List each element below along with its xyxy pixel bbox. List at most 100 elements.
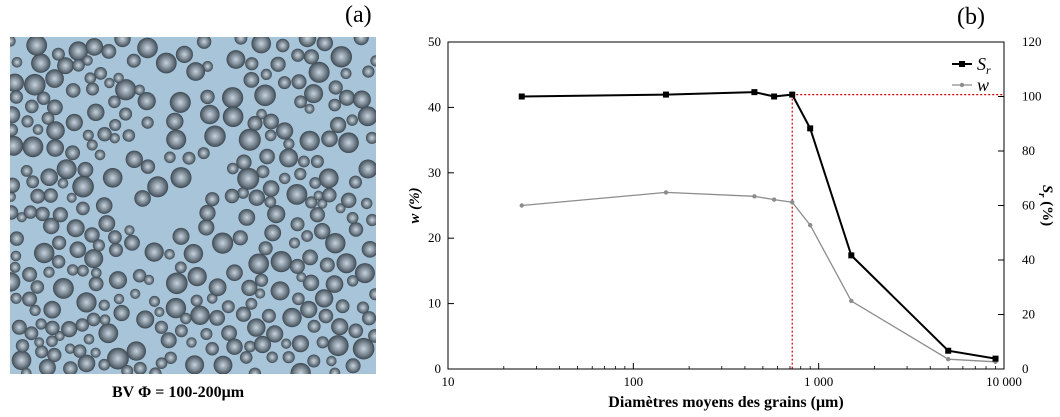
data-point-s [518,93,525,100]
data-point-w [807,222,813,228]
micrograph-bead [10,73,24,92]
micrograph-bead [95,197,113,214]
micrograph-bead [140,159,156,174]
micrograph-bead [259,148,275,165]
micrograph-bead [65,83,81,98]
micrograph-bead [107,347,129,370]
micrograph-bead [308,61,330,83]
micrograph-bead [113,72,124,84]
micrograph-bead [133,361,147,374]
micrograph-bead [187,267,207,287]
data-point-s [807,125,814,132]
y-left-tick-label: 20 [428,230,441,245]
micrograph-bead [325,233,346,254]
series-line-s [521,91,996,360]
micrograph-bead [296,272,307,283]
micrograph-bead [109,271,127,290]
micrograph-bead [294,167,307,181]
micrograph-bead [208,278,227,297]
micrograph-bead [90,347,101,358]
micrograph-bead [341,192,357,208]
micrograph-bead [352,337,375,360]
micrograph-bead [222,87,244,109]
micrograph-bead [180,312,192,325]
micrograph-bead [302,249,318,266]
micrograph-bead [267,205,286,224]
micrograph-bead [335,203,346,214]
micrograph-bead [108,95,121,109]
micrograph-bead [258,241,273,256]
micrograph-bead [365,131,376,144]
plot-frame [447,41,1005,370]
micrograph-bead [281,338,292,349]
series-line-w [521,191,996,363]
x-axis-label: Diamètres moyens des grains (μm) [608,394,843,411]
micrograph-bead [336,253,357,274]
micrograph-bead [266,351,278,363]
micrograph-bead [309,177,322,189]
micrograph-bead [10,250,22,262]
micrograph-bead [101,44,117,59]
micrograph-bead [166,272,188,295]
micrograph-bead [224,188,240,204]
micrograph-bead [183,244,204,264]
micrograph-bead [38,359,56,374]
micrograph-bead [338,132,359,153]
micrograph-bead [51,47,65,61]
micrograph-bead [256,165,270,179]
micrograph-bead [104,77,115,89]
micrograph-bead [94,67,107,80]
micrograph-bead [243,72,260,88]
micrograph-bead [52,235,67,250]
micrograph-bead [87,103,105,122]
micrograph-bead [340,68,352,79]
micrograph-bead [298,37,317,48]
micrograph-bead [56,159,77,180]
micrograph-bead [248,189,265,206]
micrograph-bead [283,138,295,150]
micrograph-bead [26,175,40,189]
micrograph-bead [124,225,135,236]
micrograph-bead [226,50,246,69]
micrograph-bead [186,62,206,81]
micrograph-bead [99,314,111,326]
micrograph-bead [147,176,169,198]
micrograph-bead [251,37,271,54]
micrograph-bead [237,187,249,199]
data-point-s [992,355,999,362]
micrograph-bead [166,112,184,131]
micrograph-bead [328,98,342,112]
micrograph-bead [10,37,16,47]
micrograph-bead [10,106,21,124]
micrograph-bead [53,278,74,299]
micrograph-caption: BV Φ = 100-200μm [112,384,245,401]
micrograph-bead [369,288,376,301]
chart-sr-w-vs-diameter: 10 100 1 000 10 000010203040500204060801001… [407,34,1055,411]
micrograph-bead [294,95,307,109]
data-point-w [752,194,757,199]
micrograph-bead [348,222,364,237]
micrograph-bead [264,129,277,142]
micrograph-bead [357,106,376,127]
micrograph-bead [45,320,60,336]
micrograph-bead [213,355,233,374]
micrograph-bead [132,269,147,283]
micrograph-bead [43,188,58,203]
micrograph-bead [41,112,55,125]
micrograph-bead [134,84,145,96]
micrograph-bead [45,69,64,88]
micrograph-bead [226,264,243,281]
legend-label-s: Sr [977,54,991,77]
micrograph-bead [31,53,51,73]
y-right-axis-label: Sr (%) [1036,185,1055,226]
micrograph-bead [98,323,119,344]
micrograph-bead [245,57,259,71]
micrograph-bead [46,335,58,348]
y-left-tick-label: 50 [428,34,441,49]
micrograph-bead [291,48,305,62]
micrograph-bead [232,230,248,246]
y-left-tick-label: 30 [428,165,441,180]
micrograph-bead [24,326,39,341]
micrograph-bead [200,104,220,125]
micrograph-bead [35,318,47,330]
